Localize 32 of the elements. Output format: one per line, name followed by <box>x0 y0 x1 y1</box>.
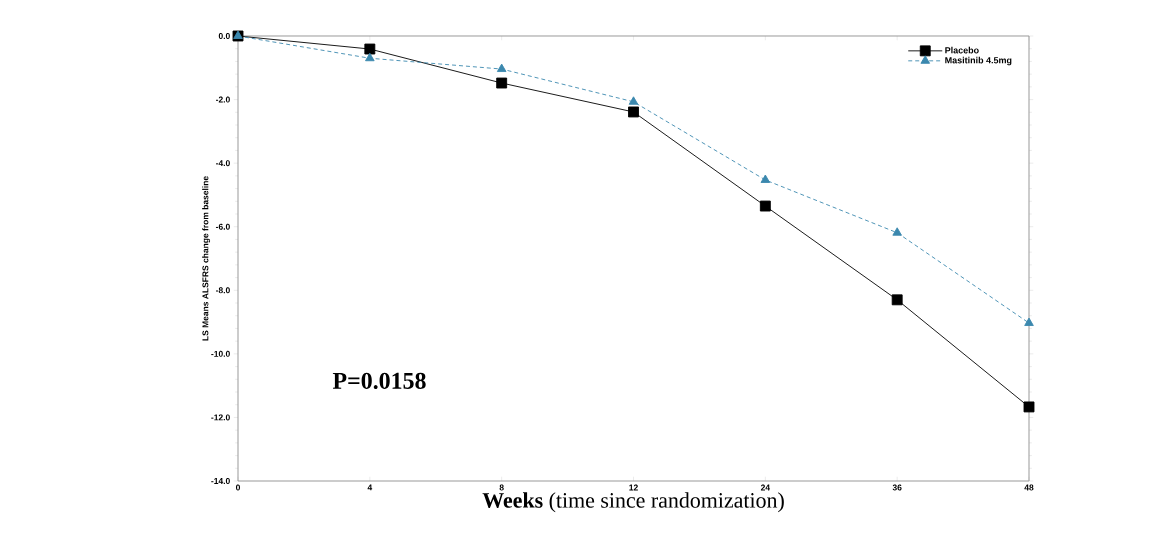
point <box>364 43 376 55</box>
x-tick-label: 48 <box>1024 484 1034 491</box>
annotation: P=0.0158 <box>332 372 426 389</box>
y-tick-label: -4.0 <box>215 160 230 167</box>
x-axis-title: Weeks (time since randomization) <box>482 492 784 513</box>
y-tick-label: -14.0 <box>211 478 230 484</box>
y-tick-label: -2.0 <box>215 96 230 103</box>
point <box>892 227 902 236</box>
legend-label: Masitinib 4.5mg <box>945 56 1012 66</box>
x-tick-label: 4 <box>367 484 373 491</box>
x-tick-label: 12 <box>629 484 638 491</box>
point <box>1024 317 1034 326</box>
point <box>365 52 375 62</box>
point <box>496 77 508 89</box>
point <box>496 63 507 72</box>
x-tick-label: 36 <box>892 484 902 491</box>
point <box>759 200 771 212</box>
point <box>891 294 903 306</box>
y-tick-label: -12.0 <box>211 414 230 421</box>
y-tick-label: -10.0 <box>211 350 230 357</box>
x-tick-label: 24 <box>760 484 771 491</box>
point <box>760 174 771 183</box>
y-axis-title: LS Means ALSFRS change from baseline <box>202 176 211 341</box>
legend-label: Placebo <box>945 46 979 54</box>
y-tick-label: -8.0 <box>215 287 230 294</box>
point <box>628 96 639 105</box>
x-tick-label: 0 <box>235 484 241 491</box>
y-tick-label: 0.0 <box>218 33 230 39</box>
x-tick-label: 8 <box>499 484 504 491</box>
point <box>628 106 639 118</box>
y-tick-label: -6.0 <box>215 223 230 230</box>
point <box>1023 401 1035 413</box>
